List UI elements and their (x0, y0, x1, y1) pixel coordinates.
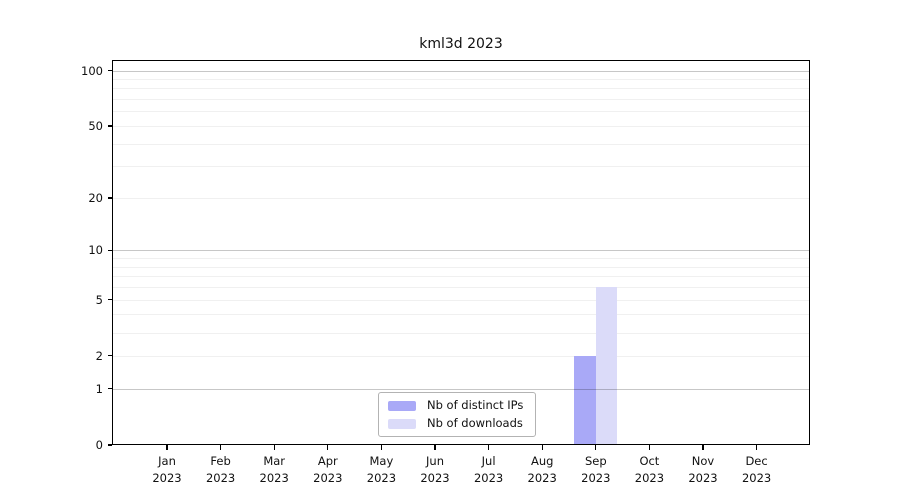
y-axis-tick-mark (107, 69, 112, 72)
legend-label: Nb of distinct IPs (427, 398, 524, 412)
y-axis-tick-mark (107, 249, 112, 252)
gridline-minor (112, 287, 810, 289)
x-axis-tick-mark (488, 445, 490, 450)
x-axis-tick-label: Aug 2023 (527, 454, 557, 485)
gridline-minor (112, 197, 810, 199)
gridline-minor (112, 125, 810, 127)
x-axis-tick-label: Apr 2023 (313, 454, 343, 485)
x-axis-tick-mark (273, 445, 275, 450)
gridline-minor (112, 314, 810, 316)
x-axis-tick-mark (702, 445, 704, 450)
legend: Nb of distinct IPs Nb of downloads (378, 392, 537, 437)
y-axis-tick-label: 50 (88, 118, 103, 133)
y-axis-tick-label: 100 (81, 63, 103, 78)
y-axis-tick-label: 5 (95, 292, 103, 307)
x-axis-tick-label: Nov 2023 (688, 454, 718, 485)
gridline-minor (112, 355, 810, 357)
x-axis-tick-label: Sep 2023 (581, 454, 611, 485)
gridline-minor (112, 88, 810, 90)
gridline-minor (112, 276, 810, 278)
gridline-minor (112, 332, 810, 334)
x-axis-tick-mark (434, 445, 436, 450)
legend-item: Nb of distinct IPs (388, 399, 523, 412)
gridline-minor (112, 166, 810, 168)
x-axis-tick-label: Mar 2023 (259, 454, 289, 485)
gridline-minor (112, 258, 810, 260)
x-axis-tick-mark (166, 445, 168, 450)
y-axis-tick-mark (107, 444, 112, 446)
legend-swatch (388, 400, 416, 411)
x-axis-tick-label: Feb 2023 (205, 454, 236, 485)
x-axis-tick-mark (648, 445, 650, 450)
y-axis-tick-mark (107, 388, 112, 390)
y-axis-tick-mark (107, 197, 112, 199)
y-axis-tick-label: 20 (88, 190, 103, 205)
x-axis-tick-label: May 2023 (366, 454, 397, 485)
gridline-major (112, 388, 810, 390)
gridline-minor (112, 78, 810, 80)
x-axis-tick-mark (756, 445, 758, 450)
x-axis-tick-label: Oct 2023 (634, 454, 665, 485)
gridline-minor (112, 143, 810, 145)
legend-swatch (388, 418, 416, 429)
legend-item: Nb of downloads (388, 417, 523, 430)
x-axis-tick-label: Jul 2023 (473, 454, 504, 485)
x-axis-tick-mark (541, 445, 543, 450)
gridline-major (112, 70, 810, 72)
x-axis-tick-label: Dec 2023 (741, 454, 772, 485)
y-axis-tick-label: 10 (88, 243, 103, 258)
x-axis-tick-label: Jan 2023 (152, 454, 182, 485)
legend-label: Nb of downloads (427, 416, 523, 430)
x-axis-tick-mark (380, 445, 382, 450)
y-axis-tick-mark (107, 125, 112, 127)
y-axis-tick-label: 2 (95, 348, 103, 363)
x-axis-tick-mark (327, 445, 329, 450)
x-axis-tick-label: Jun 2023 (420, 454, 450, 485)
chart-title: kml3d 2023 (419, 36, 503, 52)
gridline-major (112, 250, 810, 252)
x-axis-tick-mark (220, 445, 222, 450)
plot-area (112, 60, 810, 445)
y-axis-tick-label: 0 (95, 438, 103, 452)
y-axis-tick-mark (107, 355, 112, 357)
gridline-minor (112, 266, 810, 268)
bar-nb-of-distinct-ips-sep (574, 355, 596, 445)
y-axis-tick-mark (107, 299, 112, 301)
y-axis-tick-label: 1 (95, 381, 103, 396)
gridline-minor (112, 111, 810, 113)
gridline-minor (112, 99, 810, 101)
bar-nb-of-downloads-sep (595, 287, 618, 445)
x-axis-tick-mark (595, 445, 597, 450)
gridline-minor (112, 299, 810, 301)
